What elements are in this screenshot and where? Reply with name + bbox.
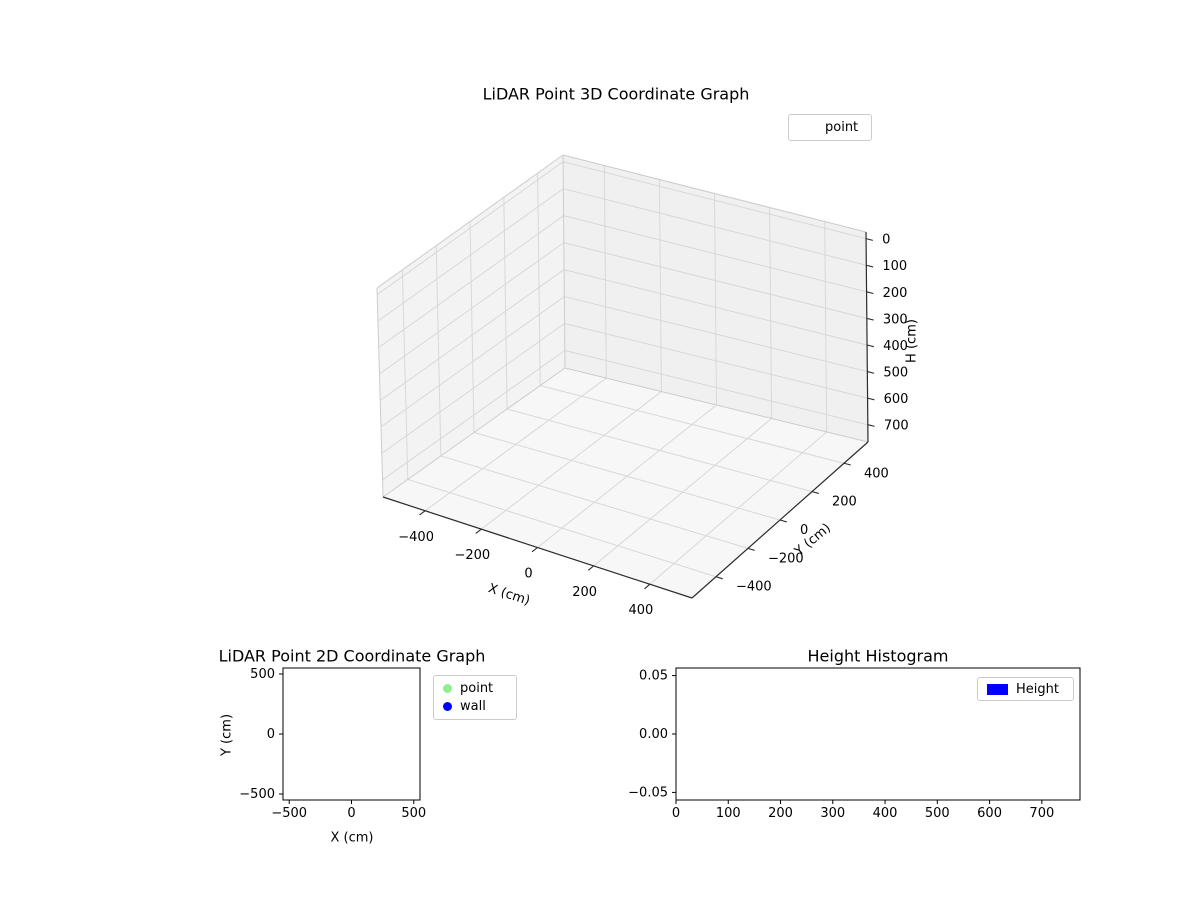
point-marker-icon (443, 684, 452, 694)
x-tick-label: 100 (716, 806, 741, 821)
hist-legend: Height (977, 677, 1074, 701)
h-tick (867, 371, 875, 374)
h-tick (865, 238, 873, 241)
x-tick-label: 300 (820, 806, 845, 821)
plot2d-legend: point wall (433, 675, 517, 720)
h-tick-label: 400 (883, 339, 908, 354)
plot2d-xaxis-label: X (cm) (330, 830, 374, 846)
x-tick-label: 200 (768, 806, 793, 821)
x-tick-label: −500 (271, 806, 307, 821)
hist-title: Height Histogram (807, 646, 949, 666)
y-tick-label: −0.05 (628, 785, 668, 800)
x-tick (419, 510, 426, 516)
pane-edge (376, 287, 384, 498)
x-tick (531, 547, 538, 553)
y-tick (811, 491, 819, 494)
x-tick-label: 200 (572, 585, 597, 600)
grid-line (503, 197, 508, 410)
grid-line (401, 269, 409, 480)
grid-line (603, 165, 607, 379)
h-tick-label: 0 (882, 233, 890, 248)
x-tick-label: 400 (628, 603, 653, 618)
x-tick-label: 600 (977, 806, 1002, 821)
x-tick-label: 0 (347, 806, 355, 821)
plot2d-legend-label-point: point (460, 681, 494, 697)
h-tick-label: 500 (883, 366, 908, 381)
y-tick-label: 500 (250, 667, 275, 682)
legend-empty-marker (799, 123, 825, 133)
x-tick-label: −200 (454, 548, 490, 563)
wall-marker-icon (443, 701, 452, 711)
grid-line (435, 245, 442, 456)
y-tick-label: −200 (768, 551, 804, 566)
y-tick-label: 400 (864, 466, 889, 481)
h-tick (866, 264, 874, 268)
x-tick (475, 528, 482, 534)
grid-line (537, 404, 717, 548)
h-tick-label: 700 (884, 419, 909, 434)
grid-line (714, 193, 717, 406)
pane-edge (562, 154, 867, 233)
plot2d-title: LiDAR Point 2D Coordinate Graph (218, 646, 486, 666)
x-tick-label: 0 (672, 806, 680, 821)
x-tick-label: 700 (1029, 806, 1054, 821)
grid-line (769, 207, 773, 419)
x-tick-label: −400 (398, 530, 434, 545)
grid-line (658, 179, 662, 392)
grid-line (824, 221, 828, 432)
grid-line (481, 391, 662, 530)
h-tick (866, 344, 875, 348)
hist-legend-label-height: Height (1016, 681, 1059, 697)
plot3d-title: LiDAR Point 3D Coordinate Graph (482, 84, 750, 104)
y-tick-label: 0.05 (639, 669, 668, 684)
y-tick (747, 547, 755, 551)
y-tick (715, 576, 723, 580)
h-tick-label: 100 (882, 259, 907, 274)
y-tick-label: 0 (267, 727, 275, 742)
height-patch-icon (987, 683, 1008, 695)
h-tick (867, 397, 875, 401)
pane-edge (376, 154, 564, 289)
h-tick (866, 291, 874, 295)
legend-item-wall: wall (443, 698, 507, 715)
pane-edge (382, 367, 566, 498)
pane-edge (562, 154, 566, 369)
h-tick-label: 200 (883, 286, 908, 301)
left-pane (377, 155, 565, 497)
y-tick (779, 519, 787, 523)
grid-line (424, 377, 607, 512)
plot2d-axes-box (282, 667, 421, 801)
floor-pane (383, 368, 868, 598)
grid-line (469, 221, 475, 433)
plot3d-haxis-label: H (cm) (904, 319, 920, 363)
h-tick (866, 317, 874, 321)
x-tick-label: 0 (524, 567, 532, 582)
h-tick (867, 424, 875, 427)
grid-line (537, 173, 541, 386)
y-tick-label: 0.00 (639, 727, 668, 742)
plot2d-yaxis-label: Y (cm) (219, 713, 235, 757)
y-tick-label: −400 (736, 580, 772, 595)
axis-line (865, 231, 869, 443)
legend-item-point: point (443, 680, 507, 697)
grid-line (593, 418, 772, 567)
y-tick-label: −500 (239, 787, 275, 802)
y-tick-label: 0 (800, 523, 808, 538)
y-tick (843, 462, 851, 466)
pane-edge (564, 367, 869, 443)
x-tick-label: 500 (401, 806, 426, 821)
y-tick-label: 200 (832, 495, 857, 510)
plot2d-legend-label-wall: wall (460, 698, 486, 714)
x-tick (587, 565, 595, 571)
h-tick-label: 600 (884, 392, 909, 407)
x-tick-label: 400 (873, 806, 898, 821)
h-tick-label: 300 (883, 312, 908, 327)
grid-line (649, 431, 828, 585)
plot3d-legend-label-point: point (825, 120, 859, 135)
x-tick-label: 500 (925, 806, 950, 821)
x-tick (644, 583, 651, 590)
plot3d-legend: point (788, 114, 872, 141)
